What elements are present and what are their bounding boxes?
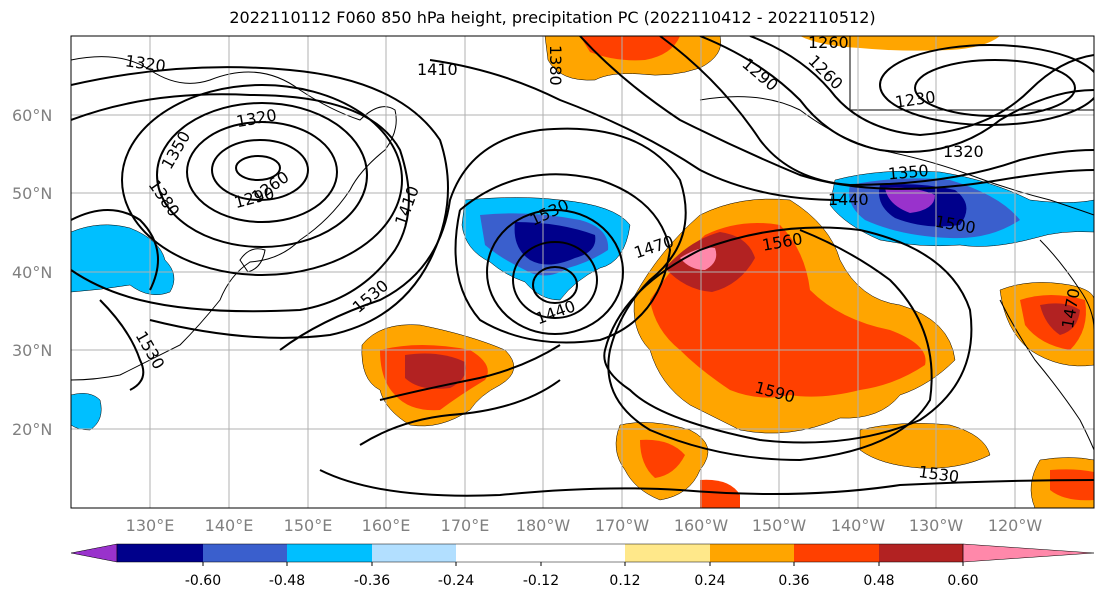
contour-label: 1350 — [887, 161, 929, 183]
lon-label: 160°E — [362, 516, 411, 535]
precip-shading — [71, 36, 1094, 508]
lon-label: 150°E — [284, 516, 333, 535]
colorbar-segment — [879, 544, 963, 562]
colorbar-label: -0.12 — [523, 573, 559, 589]
colorbar-label: 0.60 — [947, 573, 978, 589]
lat-label: 50°N — [12, 184, 52, 203]
colorbar-label: 0.12 — [609, 573, 640, 589]
contour-label: 1320 — [943, 142, 984, 161]
contour-label: 1380 — [546, 45, 565, 86]
lat-label: 20°N — [12, 420, 52, 439]
lon-label: 140°E — [205, 516, 254, 535]
colorbar-label: -0.36 — [354, 573, 390, 589]
lon-label: 140°W — [831, 516, 886, 535]
map-frame — [70, 35, 1095, 509]
colorbar-label: -0.24 — [438, 573, 474, 589]
map-title: 2022110112 F060 850 hPa height, precipit… — [229, 8, 876, 27]
lon-label: 170°E — [441, 516, 490, 535]
contour-label: 1260 — [808, 33, 849, 52]
lat-label: 30°N — [12, 341, 52, 360]
colorbar-extend-low — [70, 543, 118, 563]
contour-label: 1440 — [828, 190, 869, 209]
colorbar-label: 0.36 — [778, 573, 809, 589]
colorbar-segment — [287, 544, 372, 562]
height-contours — [71, 36, 1094, 497]
colorbar-label: 0.48 — [863, 573, 894, 589]
colorbar-label: -0.60 — [185, 573, 221, 589]
longitude-labels: 130°E 140°E 150°E 160°E 170°E 180°W 170°… — [126, 516, 1043, 535]
colorbar-segment — [372, 544, 456, 562]
lon-label: 150°W — [752, 516, 807, 535]
colorbar-segment — [625, 544, 710, 562]
lon-label: 170°W — [595, 516, 650, 535]
colorbar-segment — [794, 544, 879, 562]
latitude-labels: 60°N 50°N 40°N 30°N 20°N — [12, 106, 52, 439]
colorbar: -0.60 -0.48 -0.36 -0.24 -0.12 0.12 0.24 … — [70, 543, 1095, 589]
contour-label: 1410 — [417, 60, 458, 79]
colorbar-segment — [203, 544, 287, 562]
lon-label: 180°W — [516, 516, 571, 535]
lon-label: 120°W — [988, 516, 1043, 535]
colorbar-frame — [116, 543, 964, 563]
lat-label: 40°N — [12, 263, 52, 282]
colorbar-extend-high — [962, 543, 1095, 563]
lon-label: 130°E — [126, 516, 175, 535]
colorbar-segment — [456, 544, 541, 562]
colorbar-label: -0.48 — [269, 573, 305, 589]
colorbar-segment — [710, 544, 794, 562]
lon-label: 160°W — [674, 516, 729, 535]
colorbar-segment — [117, 544, 203, 562]
lon-label: 130°W — [909, 516, 964, 535]
lat-label: 60°N — [12, 106, 52, 125]
colorbar-segment — [541, 544, 625, 562]
colorbar-label: 0.24 — [694, 573, 725, 589]
